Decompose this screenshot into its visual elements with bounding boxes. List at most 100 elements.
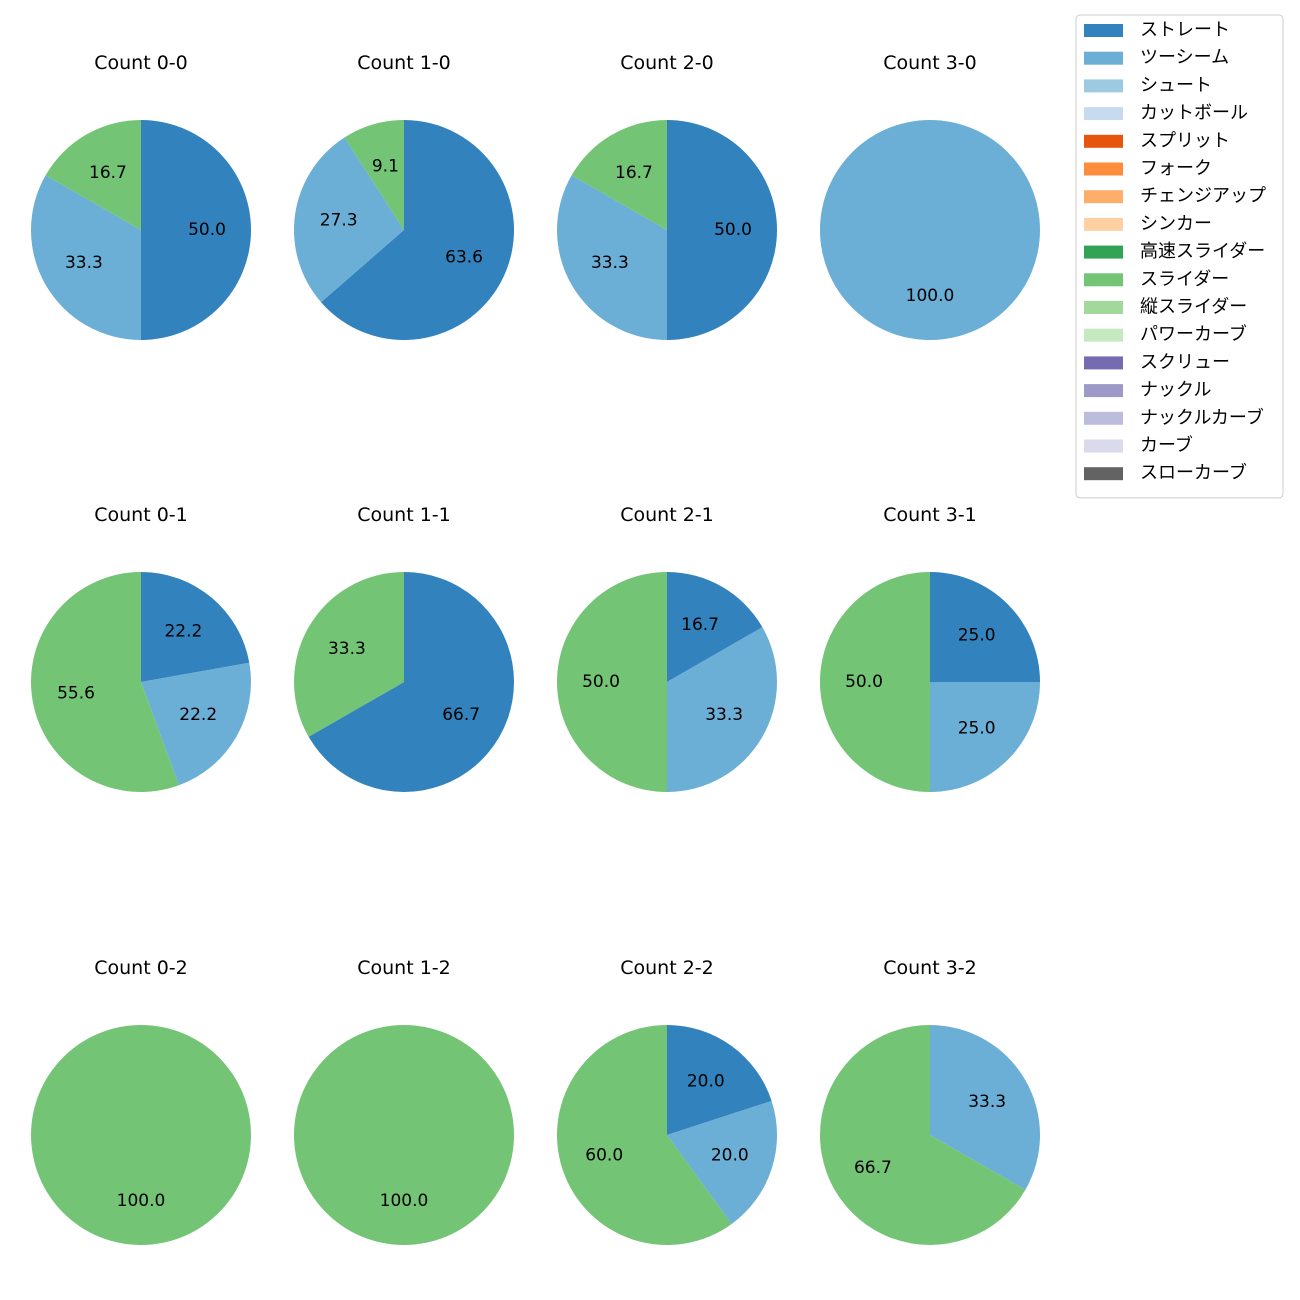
pie-charts: Count 0-0 50.0 33.3 16.7 Count 1-0 63.6 27.3 9.… bbox=[30, 52, 1040, 1246]
pie-slice bbox=[141, 572, 250, 682]
legend-swatch bbox=[1084, 245, 1123, 259]
legend-swatch bbox=[1084, 467, 1123, 481]
pie-title: Count 1-1 bbox=[357, 504, 451, 526]
pie-title: Count 1-0 bbox=[357, 52, 451, 74]
pie-slice bbox=[30, 175, 142, 340]
pie-slice-label: 100.0 bbox=[380, 1191, 429, 1211]
pie-title: Count 3-0 bbox=[883, 52, 977, 74]
pie-slice bbox=[667, 572, 763, 682]
pie-chart: Count 3-2 33.3 66.7 bbox=[820, 957, 1040, 1245]
pie-slice bbox=[31, 572, 179, 792]
pie-slice-label: 16.7 bbox=[615, 163, 653, 183]
pie-chart: Count 2-0 50.0 33.3 16.7 bbox=[556, 52, 777, 340]
legend-label: カーブ bbox=[1140, 434, 1193, 456]
legend-label: チェンジアップ bbox=[1140, 186, 1266, 207]
legend-swatch bbox=[1084, 190, 1123, 204]
legend-label: カットボール bbox=[1140, 103, 1248, 124]
legend-swatch bbox=[1084, 162, 1123, 176]
legend-swatch bbox=[1084, 328, 1123, 342]
legend-frame bbox=[1075, 14, 1284, 499]
legend-swatch bbox=[1084, 439, 1123, 453]
pie-chart: Count 1-1 66.7 33.3 bbox=[293, 504, 514, 792]
pie-slice bbox=[820, 1025, 1026, 1245]
legend-label: スライダー bbox=[1140, 269, 1229, 290]
pie-slice bbox=[820, 120, 1040, 340]
legend-label: スクリュー bbox=[1140, 352, 1230, 373]
pie-slice-label: 33.3 bbox=[705, 705, 743, 725]
pie-title: Count 0-0 bbox=[94, 52, 188, 74]
legend-label: シュート bbox=[1140, 75, 1212, 96]
legend-label: ナックルカーブ bbox=[1140, 406, 1264, 428]
pie-slice bbox=[930, 572, 1040, 682]
legend-label: ストレート bbox=[1140, 20, 1230, 41]
pie-chart: Count 3-0 100.0 bbox=[820, 52, 1040, 340]
pie-slice-label: 55.6 bbox=[57, 684, 95, 704]
legend-swatch bbox=[1084, 356, 1123, 370]
pie-slice bbox=[321, 120, 514, 340]
pie-title: Count 0-2 bbox=[94, 957, 188, 979]
pie-slice bbox=[571, 120, 667, 230]
pie-slice bbox=[294, 137, 404, 303]
pie-slice bbox=[31, 1025, 251, 1245]
pie-slice-label: 66.7 bbox=[854, 1158, 892, 1178]
pie-chart: Count 1-2 100.0 bbox=[294, 957, 514, 1245]
pie-chart: Count 2-1 16.7 33.3 50.0 bbox=[557, 504, 777, 792]
pie-slice bbox=[930, 682, 1040, 792]
pie-title: Count 0-1 bbox=[94, 504, 188, 526]
legend-label: パワーカーブ bbox=[1140, 323, 1247, 345]
pie-slice-label: 33.3 bbox=[328, 639, 366, 659]
pie-slice-label: 22.2 bbox=[164, 621, 202, 641]
pie-title: Count 2-1 bbox=[620, 504, 714, 526]
pie-slice bbox=[308, 572, 514, 792]
pie-slice-label: 33.3 bbox=[65, 253, 103, 273]
pie-slice-label: 25.0 bbox=[958, 719, 996, 739]
pie-slice bbox=[930, 1025, 1040, 1190]
pie-chart: Count 3-1 25.0 25.0 50.0 bbox=[820, 504, 1040, 792]
pie-slice bbox=[557, 572, 667, 792]
pie-slice bbox=[667, 1025, 772, 1135]
pie-slice-label: 9.1 bbox=[372, 157, 399, 177]
legend-swatch bbox=[1084, 273, 1123, 287]
pie-title: Count 3-2 bbox=[883, 957, 977, 979]
pie-slice-label: 100.0 bbox=[117, 1191, 166, 1211]
pie-slice bbox=[141, 662, 251, 786]
legend-label: シンカー bbox=[1140, 213, 1212, 234]
pie-slice bbox=[667, 1101, 777, 1224]
pie-slice bbox=[820, 572, 930, 792]
legend-swatch bbox=[1084, 217, 1123, 231]
legend-swatch bbox=[1084, 79, 1123, 93]
legend-swatch bbox=[1084, 134, 1123, 148]
pie-slice-label: 20.0 bbox=[711, 1145, 749, 1165]
pie-slice-label: 16.7 bbox=[89, 163, 127, 183]
pie-slice bbox=[344, 120, 404, 230]
legend-label: 高速スライダー bbox=[1140, 241, 1265, 262]
pie-slice-label: 33.3 bbox=[591, 253, 629, 273]
legend-label: ツーシーム bbox=[1140, 47, 1229, 68]
pie-slice-label: 22.2 bbox=[179, 705, 217, 725]
legend-swatch bbox=[1084, 411, 1123, 425]
pie-slice-label: 50.0 bbox=[714, 220, 752, 240]
pie-slice-label: 50.0 bbox=[845, 672, 883, 692]
pie-title: Count 3-1 bbox=[883, 504, 977, 526]
pie-slice-label: 33.3 bbox=[968, 1092, 1006, 1112]
legend-label: ナックル bbox=[1140, 380, 1211, 401]
pie-slice-label: 50.0 bbox=[188, 220, 226, 240]
pie-slice bbox=[45, 120, 141, 230]
pie-slice-label: 66.7 bbox=[442, 705, 480, 725]
legend-label: スローカーブ bbox=[1140, 462, 1247, 484]
pie-slice-label: 60.0 bbox=[585, 1145, 623, 1165]
pie-slice-label: 16.7 bbox=[681, 615, 719, 635]
pie-chart: Count 2-2 20.0 20.0 60.0 bbox=[556, 957, 777, 1246]
pie-chart: Count 1-0 63.6 27.3 9.1 bbox=[294, 52, 514, 340]
legend-label: フォーク bbox=[1140, 158, 1212, 179]
pie-slice-label: 27.3 bbox=[320, 211, 358, 231]
pie-slice-label: 63.6 bbox=[445, 247, 483, 267]
pie-slice-label: 25.0 bbox=[958, 625, 996, 645]
legend-swatch bbox=[1084, 107, 1123, 121]
pie-title: Count 1-2 bbox=[357, 957, 451, 979]
pie-slice-label: 100.0 bbox=[906, 286, 955, 306]
pie-chart: Count 0-1 22.2 22.2 55.6 bbox=[31, 504, 251, 792]
legend-swatch bbox=[1084, 384, 1123, 398]
legend: ストレートツーシームシュートカットボールスプリットフォークチェンジアップシンカー… bbox=[1075, 14, 1284, 499]
